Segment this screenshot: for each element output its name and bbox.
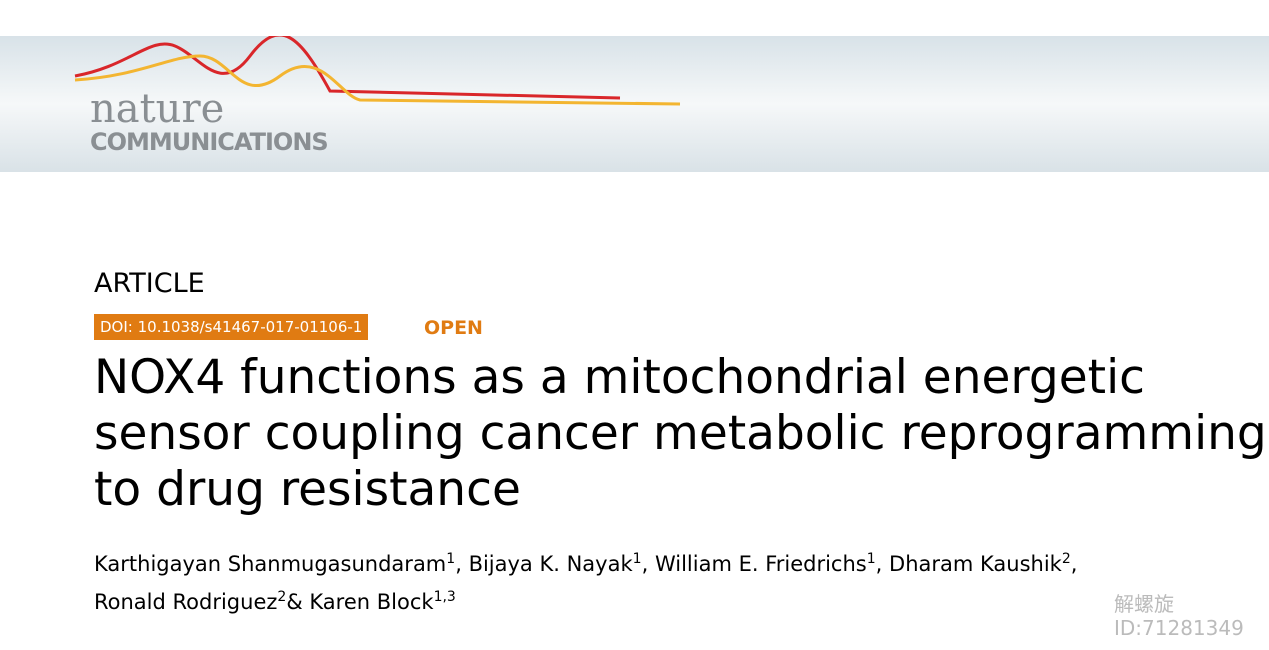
author-name: Karthigayan Shanmugasundaram [94, 552, 447, 576]
affiliation: 2 [1061, 551, 1071, 567]
separator: , [455, 552, 462, 576]
article-label: ARTICLE [94, 268, 205, 299]
authors: Karthigayan Shanmugasundaram1, Bijaya K.… [94, 543, 1154, 619]
access: OPEN [424, 317, 483, 339]
watermark: 解螺旋 ID:71281349 [1114, 592, 1244, 640]
watermark-id: ID:71281349 [1114, 616, 1244, 640]
separator: , [875, 552, 883, 576]
separator: & [286, 590, 303, 614]
author-name: Bijaya K. Nayak [468, 552, 633, 576]
affiliation: 1,3 [433, 589, 456, 605]
watermark-name: 解螺旋 [1114, 592, 1174, 616]
affiliation: 1 [446, 551, 456, 567]
separator: , [1070, 552, 1078, 576]
logo-bottom: COMMUNICATIONS [90, 128, 329, 156]
affiliation: 2 [277, 589, 287, 605]
affiliation: 1 [632, 551, 642, 567]
doi: DOI: 10.1038/s41467-017-01106-1 [94, 314, 369, 340]
separator: , [641, 552, 649, 576]
author-name: Dharam Kaushik [889, 552, 1062, 576]
author-name: Ronald Rodriguez [94, 590, 278, 614]
author-name: William E. Friedrichs [654, 552, 867, 576]
title: NOX4 functions as a mitochondrial energe… [94, 350, 1267, 517]
logo-top: nature [90, 86, 225, 132]
logo-waves [74, 36, 681, 106]
author-name: Karen Block [309, 590, 434, 614]
affiliation: 1 [866, 551, 876, 567]
header-band: nature COMMUNICATIONS [0, 36, 1269, 172]
